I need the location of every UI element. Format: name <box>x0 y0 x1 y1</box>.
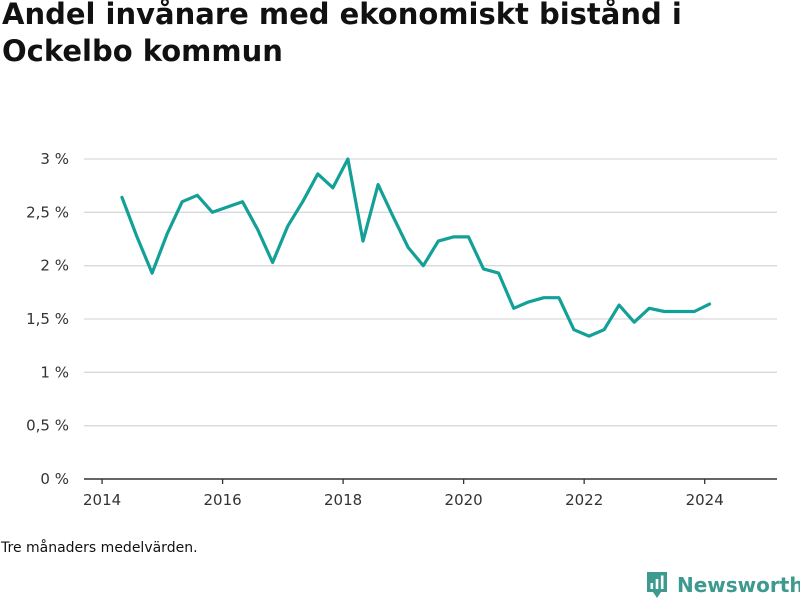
x-tick-label: 2020 <box>445 491 483 509</box>
y-axis-labels: 0 % 0,5 % 1 % 1,5 % 2 % 2,5 % 3 % <box>26 150 69 488</box>
y-tick-label: 0 % <box>40 470 69 488</box>
y-tick-label: 0,5 % <box>26 417 69 435</box>
gridlines <box>84 158 777 427</box>
brand-name: Newsworthy <box>677 573 800 597</box>
y-tick-label: 2,5 % <box>26 203 69 221</box>
newsworthy-logo-icon <box>647 572 667 598</box>
y-tick-label: 1,5 % <box>26 310 69 328</box>
x-axis-ticks <box>101 479 706 484</box>
x-tick-label: 2024 <box>686 491 724 509</box>
y-tick-label: 2 % <box>40 257 69 275</box>
x-tick-label: 2016 <box>204 491 242 509</box>
series-line <box>120 157 712 338</box>
x-tick-label: 2014 <box>83 491 121 509</box>
page-title: Andel invånare med ekonomiskt bistånd i … <box>2 0 682 68</box>
x-tick-label: 2018 <box>324 491 362 509</box>
footnote: Tre månaders medelvärden. <box>1 540 198 556</box>
y-tick-label: 3 % <box>40 150 69 168</box>
y-tick-label: 1 % <box>40 363 69 381</box>
brand-logo[interactable]: Newsworthy <box>645 570 800 600</box>
x-tick-label: 2022 <box>565 491 603 509</box>
x-axis-labels: 2014 2016 2018 2020 2022 2024 <box>83 491 724 509</box>
